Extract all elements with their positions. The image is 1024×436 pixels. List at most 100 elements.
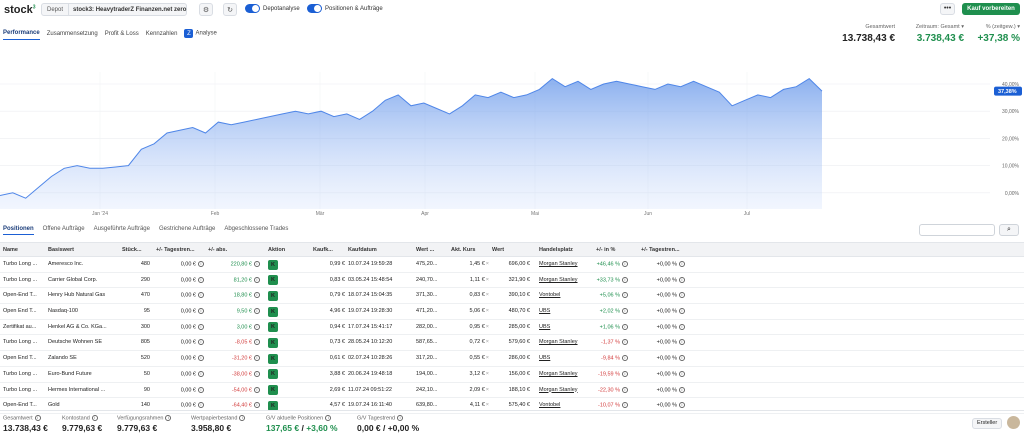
cell-platz[interactable]: UBS <box>539 355 550 361</box>
toggle-switch[interactable] <box>245 4 260 13</box>
buy-action-button[interactable]: K <box>268 306 278 317</box>
creator-button[interactable]: Ersteller <box>972 418 1003 429</box>
table-row[interactable]: Turbo Long ... Deutsche Wohnen SE 805 0,00 … <box>0 335 1024 352</box>
avatar[interactable] <box>1007 416 1020 429</box>
col-basiswert-header[interactable]: Basiswert <box>48 247 74 253</box>
settings-button[interactable]: ⚙ <box>199 3 213 16</box>
info-icon[interactable]: i <box>198 386 204 393</box>
info-icon[interactable]: i <box>622 276 628 283</box>
info-icon[interactable]: i <box>198 292 204 299</box>
tab-kennzahlen[interactable]: Kennzahlen <box>145 30 178 37</box>
info-icon[interactable]: i <box>254 323 260 330</box>
info-icon[interactable]: i <box>679 323 685 330</box>
info-icon[interactable]: i <box>254 370 260 377</box>
info-icon[interactable]: i <box>622 386 628 393</box>
tab-performance[interactable]: Performance <box>3 30 40 40</box>
tab-gestrichene-auftraege[interactable]: Gestrichene Aufträge <box>158 226 216 232</box>
table-row[interactable]: Open End T... Zalando SE 520 0,00 € i -31,20 … <box>0 351 1024 367</box>
col-pct-header[interactable]: +/- in % <box>596 247 616 253</box>
cell-platz[interactable]: Morgan Stanley <box>539 261 578 267</box>
toggle-positionen[interactable]: Positionen & Aufträge <box>307 4 383 13</box>
info-icon[interactable]: i <box>622 323 628 330</box>
col-tagestrend-pct-header[interactable]: +/- Tagestren... <box>641 247 680 253</box>
info-icon[interactable]: i <box>679 261 685 267</box>
col-kaufkurs-header[interactable]: Kaufk... <box>313 247 333 253</box>
info-icon[interactable]: i <box>198 323 204 330</box>
info-icon[interactable]: i <box>254 308 260 315</box>
cell-platz[interactable]: UBS <box>539 308 550 314</box>
table-row[interactable]: Zertifikat au... Henkel AG & Co. KGa... 30… <box>0 320 1024 336</box>
col-aktion-header[interactable]: Aktion <box>268 247 286 253</box>
cell-platz[interactable]: Morgan Stanley <box>539 387 578 393</box>
info-icon[interactable]: i <box>198 308 204 315</box>
buy-action-button[interactable]: K <box>268 353 278 364</box>
buy-action-button[interactable]: K <box>268 400 278 411</box>
info-icon[interactable]: i <box>254 261 260 267</box>
info-icon[interactable]: i <box>679 370 685 377</box>
info-icon[interactable]: i <box>679 308 685 315</box>
col-stueck-header[interactable]: Stück... <box>122 247 142 253</box>
buy-button[interactable]: Kauf vorbereiten <box>962 3 1020 15</box>
info-icon[interactable]: i <box>622 308 628 315</box>
info-icon[interactable]: i <box>679 276 685 283</box>
info-icon[interactable]: i <box>622 402 628 409</box>
summary-pct[interactable]: % (zeitgew.) ▾ +37,38 % <box>970 24 1020 44</box>
cell-platz[interactable]: Vontobel <box>539 292 560 298</box>
cell-platz[interactable]: UBS <box>539 324 550 330</box>
col-akt-kurs-header[interactable]: Akt. Kurs <box>451 247 476 253</box>
info-icon[interactable]: i <box>198 261 204 267</box>
tab-zusammensetzung[interactable]: Zusammensetzung <box>46 30 98 37</box>
refresh-button[interactable]: ↻ <box>223 3 237 16</box>
table-row[interactable]: Open End T... Nasdaq-100 95 0,00 € i 9,50 € i K… <box>0 304 1024 320</box>
buy-action-button[interactable]: K <box>268 369 278 380</box>
performance-chart[interactable]: -10,00%0,00%10,00%20,00%30,00%40,00% Jan… <box>0 66 1024 218</box>
info-icon[interactable]: i <box>254 276 260 283</box>
info-icon[interactable]: i <box>254 402 260 409</box>
info-icon[interactable]: i <box>254 386 260 393</box>
summary-zeitraum[interactable]: Zeitraum: Gesamt ▾ 3.738,43 € <box>904 24 964 44</box>
info-icon[interactable]: i <box>679 292 685 299</box>
app-logo[interactable]: stock3 <box>4 4 36 16</box>
table-search-input[interactable] <box>919 224 995 236</box>
table-row[interactable]: Turbo Long ... Ameresco Inc. 480 0,00 € i 220… <box>0 257 1024 273</box>
buy-action-button[interactable]: K <box>268 275 278 286</box>
info-icon[interactable]: i <box>239 415 246 421</box>
info-icon[interactable]: i <box>254 355 260 362</box>
buy-action-button[interactable]: K <box>268 322 278 333</box>
table-row[interactable]: Open-End T... Henry Hub Natural Gas 470 0,0… <box>0 288 1024 305</box>
table-row[interactable]: Turbo Long ... Euro-Bund Future 50 0,00 € i -… <box>0 367 1024 383</box>
col-kaufdatum-header[interactable]: Kaufdatum <box>348 247 377 253</box>
info-icon[interactable]: i <box>34 415 41 421</box>
tab-abgeschlossene-trades[interactable]: Abgeschlossene Trades <box>224 226 289 232</box>
tab-analyse[interactable]: Z Analyse <box>184 29 217 41</box>
info-icon[interactable]: i <box>397 415 404 421</box>
info-icon[interactable]: i <box>622 292 628 299</box>
info-icon[interactable]: i <box>622 355 628 362</box>
info-icon[interactable]: i <box>254 339 260 346</box>
buy-action-button[interactable]: K <box>268 290 278 301</box>
buy-action-button[interactable]: K <box>268 385 278 395</box>
tab-offene-auftraege[interactable]: Offene Aufträge <box>42 226 85 232</box>
col-handelsplatz-header[interactable]: Handelsplatz <box>539 247 573 253</box>
table-row[interactable]: Turbo Long ... Carrier Global Corp. 290 0,0… <box>0 273 1024 289</box>
tab-profit-loss[interactable]: Profit & Loss <box>104 30 139 37</box>
col-wert-header[interactable]: Wert <box>492 247 505 253</box>
cell-platz[interactable]: Morgan Stanley <box>539 339 578 345</box>
info-icon[interactable]: i <box>679 339 685 346</box>
more-button[interactable]: ••• <box>940 3 955 15</box>
cell-platz[interactable]: Morgan Stanley <box>539 371 578 377</box>
info-icon[interactable]: i <box>622 339 628 346</box>
info-icon[interactable]: i <box>622 370 628 377</box>
toggle-depotanalyse[interactable]: Depotanalyse <box>245 4 300 13</box>
info-icon[interactable]: i <box>325 415 332 421</box>
info-icon[interactable]: i <box>198 339 204 346</box>
table-row[interactable]: Open-End T... Gold 140 0,00 € i -64,40 € i K 4,5… <box>0 398 1024 414</box>
info-icon[interactable]: i <box>198 370 204 377</box>
info-icon[interactable]: i <box>254 292 260 299</box>
toggle-switch[interactable] <box>307 4 322 13</box>
cell-platz[interactable]: Vontobel <box>539 402 560 408</box>
cell-platz[interactable]: Morgan Stanley <box>539 277 578 283</box>
search-button[interactable]: ⌕ <box>999 224 1019 236</box>
depot-select[interactable]: Depot stock3: HeavytraderZ Finanzen.net … <box>41 3 187 16</box>
buy-action-button[interactable]: K <box>268 337 278 348</box>
